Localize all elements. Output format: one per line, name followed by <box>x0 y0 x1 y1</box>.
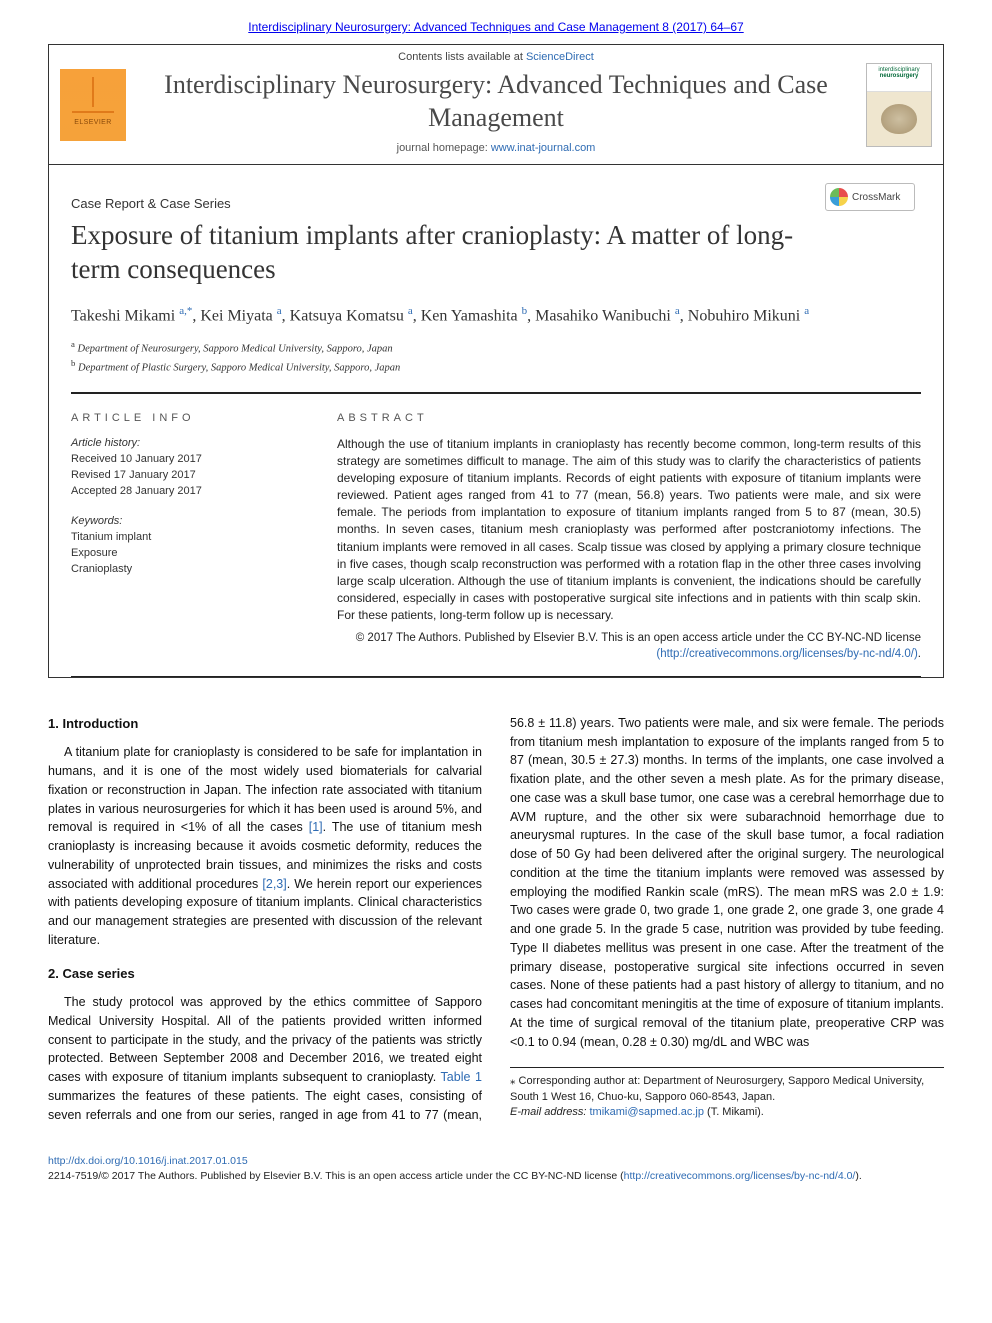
abstract-text: Although the use of titanium implants in… <box>337 436 921 623</box>
masthead-box: ELSEVIER Contents lists available at Sci… <box>48 44 944 678</box>
contents-line: Contents lists available at ScienceDirec… <box>145 51 847 63</box>
journal-cover-thumb: interdisciplinary neurosurgery <box>866 63 932 147</box>
footnote-divider <box>510 1067 944 1068</box>
contents-prefix: Contents lists available at <box>398 51 526 63</box>
crossmark-icon <box>830 188 848 206</box>
corresponding-author-note: ⁎ Corresponding author at: Department of… <box>510 1074 944 1120</box>
journal-name: Interdisciplinary Neurosurgery: Advanced… <box>145 69 847 134</box>
issn-line: 2214-7519/© 2017 The Authors. Published … <box>48 1170 624 1182</box>
elsevier-logo: ELSEVIER <box>60 69 126 141</box>
crossmark-badge[interactable]: CrossMark <box>825 183 915 211</box>
divider <box>71 676 921 677</box>
journal-homepage-link[interactable]: www.inat-journal.com <box>491 142 596 154</box>
cover-thumb-cell: interdisciplinary neurosurgery <box>855 45 943 164</box>
authors-line: Takeshi Mikami a,*, Kei Miyata a, Katsuy… <box>71 303 921 328</box>
abstract-head: ABSTRACT <box>337 412 921 424</box>
history-revised: Revised 17 January 2017 <box>71 468 309 484</box>
running-head-link[interactable]: Interdisciplinary Neurosurgery: Advanced… <box>248 20 743 34</box>
email-label: E-mail address: <box>510 1106 589 1118</box>
cover-caption-2: neurosurgery <box>880 73 919 79</box>
ref-2-3-link[interactable]: [2,3] <box>262 877 286 891</box>
s2-text-a: The study protocol was approved by the e… <box>48 995 482 1084</box>
ref-1-link[interactable]: [1] <box>309 820 323 834</box>
keyword-1: Exposure <box>71 546 309 562</box>
keyword-0: Titanium implant <box>71 530 309 546</box>
section-1-p1: A titanium plate for cranioplasty is con… <box>48 743 482 949</box>
page-footer: http://dx.doi.org/10.1016/j.inat.2017.01… <box>48 1154 944 1182</box>
article-type-label: Case Report & Case Series <box>71 196 231 211</box>
publisher-logo-cell: ELSEVIER <box>49 45 137 164</box>
affiliations: a Department of Neurosurgery, Sapporo Me… <box>71 338 921 377</box>
section-2-head: 2. Case series <box>48 964 482 984</box>
copyright-block: © 2017 The Authors. Published by Elsevie… <box>337 630 921 662</box>
journal-homepage-prefix: journal homepage: <box>397 142 491 154</box>
keywords-label: Keywords: <box>71 514 309 530</box>
affil-b: Department of Plastic Surgery, Sapporo M… <box>78 363 400 374</box>
email-tail: (T. Mikami). <box>704 1106 764 1118</box>
table-1-link[interactable]: Table 1 <box>441 1070 482 1084</box>
cc-license-link[interactable]: (http://creativecommons.org/licenses/by-… <box>656 648 917 660</box>
issn-tail: ). <box>855 1170 861 1182</box>
history-received: Received 10 January 2017 <box>71 452 309 468</box>
doi-link[interactable]: http://dx.doi.org/10.1016/j.inat.2017.01… <box>48 1155 248 1167</box>
elsevier-tree-icon <box>72 75 114 113</box>
corr-email-link[interactable]: tmikami@sapmed.ac.jp <box>589 1106 703 1118</box>
article-history-label: Article history: <box>71 436 309 452</box>
body-columns: 1. Introduction A titanium plate for cra… <box>48 714 944 1125</box>
section-1-head: 1. Introduction <box>48 714 482 734</box>
cc-footer-link[interactable]: http://creativecommons.org/licenses/by-n… <box>624 1170 856 1182</box>
sciencedirect-link[interactable]: ScienceDirect <box>526 51 594 63</box>
copyright-line: © 2017 The Authors. Published by Elsevie… <box>356 632 921 644</box>
journal-homepage-line: journal homepage: www.inat-journal.com <box>145 142 847 154</box>
article-title: Exposure of titanium implants after cran… <box>71 219 831 287</box>
article-info-head: ARTICLE INFO <box>71 412 309 424</box>
publisher-name: ELSEVIER <box>74 119 111 126</box>
keywords-block: Keywords: Titanium implant Exposure Cran… <box>71 514 309 578</box>
brain-icon <box>881 104 917 134</box>
affil-a: Department of Neurosurgery, Sapporo Medi… <box>78 343 393 354</box>
corr-author-text: ⁎ Corresponding author at: Department of… <box>510 1074 944 1105</box>
keyword-2: Cranioplasty <box>71 562 309 578</box>
article-history: Article history: Received 10 January 201… <box>71 436 309 500</box>
history-accepted: Accepted 28 January 2017 <box>71 484 309 500</box>
crossmark-label: CrossMark <box>852 192 900 203</box>
